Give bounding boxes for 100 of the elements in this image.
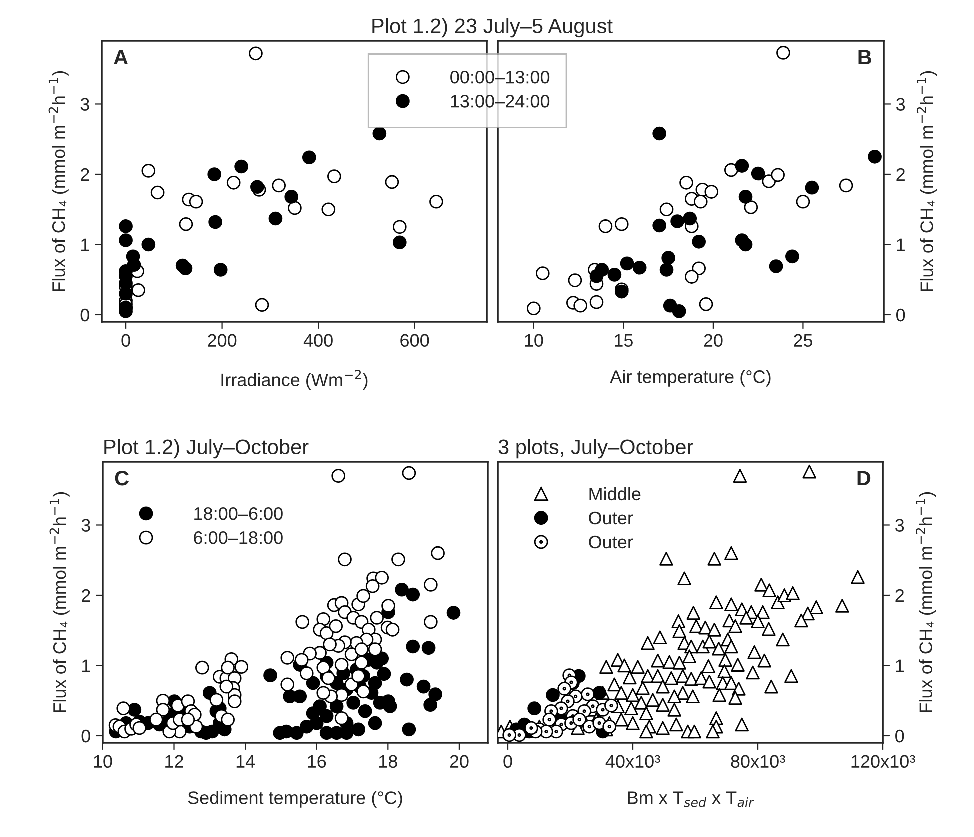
point [602, 720, 616, 734]
point [119, 286, 133, 301]
point [392, 236, 407, 250]
x-tick-label: 16 [308, 755, 326, 768]
point [598, 220, 613, 234]
point [735, 159, 750, 173]
x-tick-label: 15 [615, 334, 633, 348]
point [683, 212, 698, 226]
point [250, 180, 264, 194]
point [868, 150, 882, 164]
x-axis-title: Irradiance (Wm$^{−2}$) [222, 370, 368, 390]
point [694, 194, 708, 209]
x-tick-label: 0 [504, 755, 512, 768]
point [786, 250, 800, 264]
annotation: D [858, 471, 871, 486]
point [704, 185, 719, 199]
x-tick-label: 10 [525, 334, 544, 348]
point [179, 217, 194, 232]
legend-label: Middle [590, 487, 641, 501]
chart-title: 3 plots, July–October [498, 439, 694, 459]
legend-label: 00:00–13:00 [450, 70, 550, 84]
point [142, 238, 156, 252]
point [769, 260, 784, 274]
point [302, 150, 316, 165]
annotation: A [114, 50, 128, 65]
point [546, 688, 560, 702]
point [805, 180, 820, 195]
point [632, 261, 647, 275]
point [322, 202, 336, 217]
point [590, 295, 604, 310]
legend-label: 6:00–18:00 [194, 532, 283, 544]
point [604, 698, 618, 713]
point [328, 170, 342, 184]
point [608, 268, 622, 282]
point [614, 217, 629, 232]
point [590, 269, 604, 284]
point [214, 263, 228, 277]
point [662, 251, 676, 265]
point [574, 298, 588, 313]
y-axis-title: Flux of CH₄ (mmol m$^{−2}$h$^{−1}$) [916, 71, 937, 292]
x-axis-title: Air temperature (°C) [610, 370, 771, 387]
point [652, 218, 666, 233]
point [572, 712, 586, 727]
point [536, 266, 550, 280]
y-tick-label: 2 [82, 589, 90, 602]
y-tick-label: 1 [82, 660, 90, 672]
x-tick-label: 10 [94, 755, 112, 768]
y-tick-label: 3 [896, 98, 906, 111]
point [699, 298, 714, 312]
point [208, 215, 222, 230]
point [528, 702, 542, 716]
y-tick-label: 2 [896, 589, 904, 602]
point [771, 168, 785, 182]
y-axis-title: Flux of CH₄ (mmol m$^{−2}$h$^{−1}$) [916, 492, 936, 712]
point [150, 186, 165, 200]
x-tick-label: 40x10³ [606, 755, 660, 768]
point [527, 302, 541, 316]
y-tick-label: 0 [896, 308, 906, 322]
x-tick-label: 14 [236, 755, 256, 768]
point [226, 176, 241, 190]
point [558, 682, 572, 696]
point [839, 178, 854, 193]
x-tick-label: 20 [450, 755, 469, 768]
y-tick-label: 1 [82, 238, 90, 252]
x-tick-label: 600 [400, 334, 430, 348]
point [178, 262, 193, 276]
legend-label: 13:00–24:00 [451, 95, 550, 108]
point [738, 238, 753, 252]
point [581, 688, 595, 702]
point [119, 234, 133, 248]
point [392, 220, 407, 234]
x-tick-label: 12 [166, 755, 184, 768]
x-tick-label: 0 [122, 334, 130, 348]
x-tick-label: 200 [208, 334, 237, 348]
x-tick-label: 80x10³ [731, 755, 786, 768]
y-tick-label: 0 [80, 308, 90, 322]
annotation: C [115, 471, 129, 486]
point [738, 190, 753, 204]
legend-label: Outer [589, 512, 634, 525]
annotation: B [858, 50, 872, 65]
chart-title: Plot 1.2) July–October [104, 439, 309, 459]
y-tick-label: 0 [896, 730, 904, 743]
point [670, 214, 684, 228]
point [430, 194, 444, 209]
point [272, 178, 286, 193]
x-tick-label: 18 [379, 755, 398, 768]
y-tick-label: 2 [81, 168, 90, 182]
x-tick-label: 20 [704, 334, 723, 348]
point [189, 194, 204, 209]
point [249, 46, 263, 61]
y-tick-label: 1 [897, 238, 905, 252]
point [672, 304, 686, 318]
point [660, 263, 674, 277]
point [776, 46, 790, 60]
point [255, 298, 270, 312]
y-tick-label: 0 [82, 730, 90, 743]
point [234, 160, 248, 174]
y-axis-title: Flux of CH₄ (mmol m$^{−2}$h$^{−1}$) [48, 71, 69, 292]
point [620, 256, 634, 271]
point [660, 202, 674, 217]
